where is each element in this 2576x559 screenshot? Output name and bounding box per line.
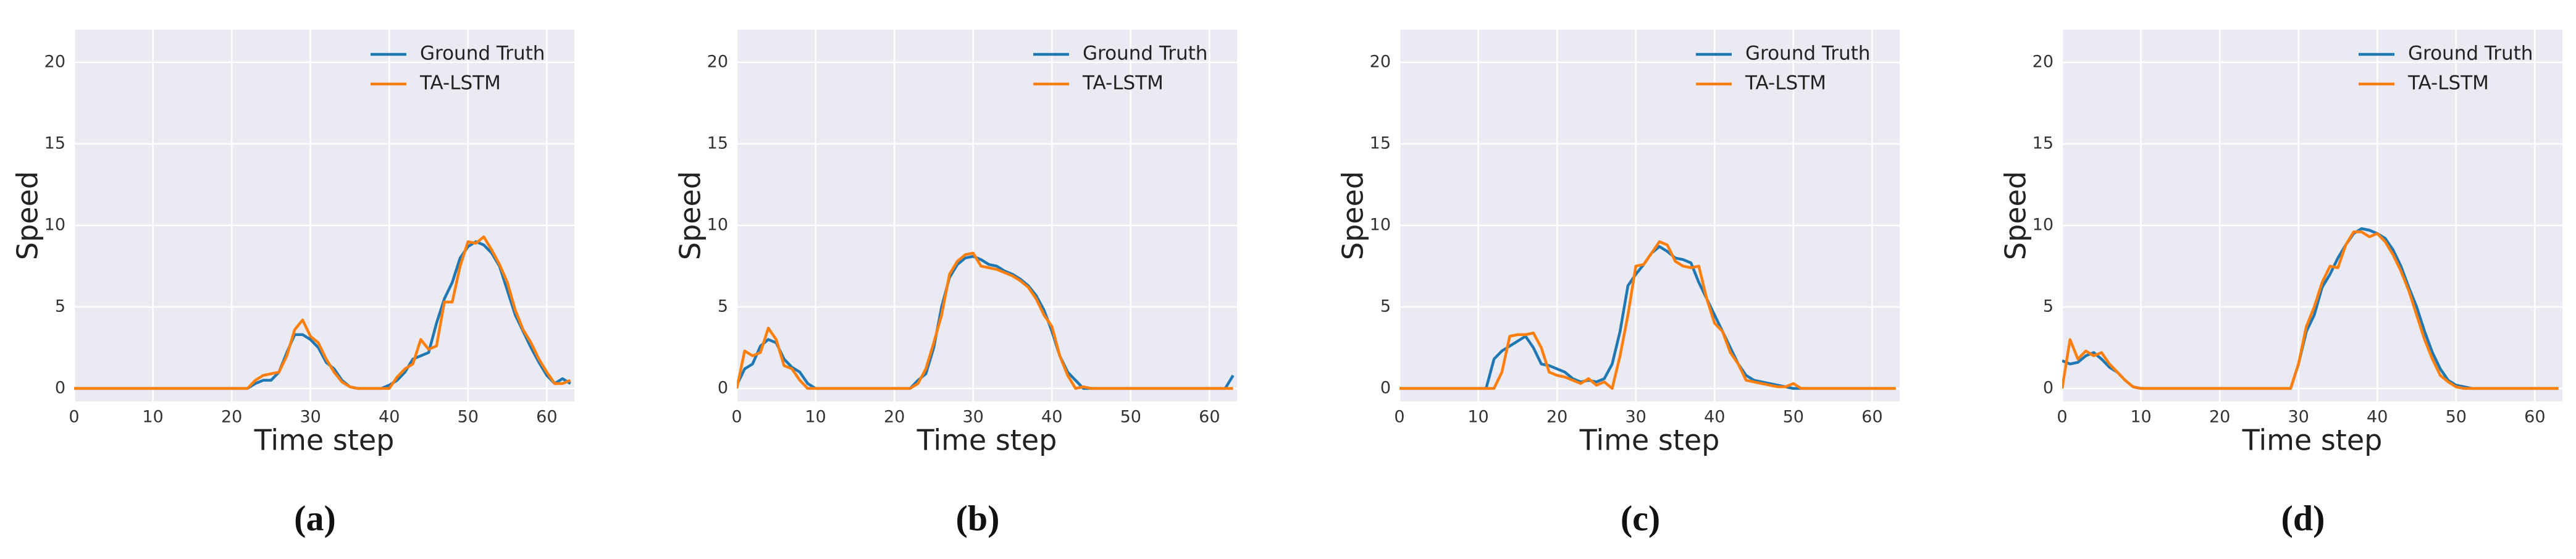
chart-panel: 0 10 20 30 40 50 60 0 5 10 15 20 Ground Truth TA-LSTM… bbox=[1336, 30, 1900, 538]
x-tick-label: 40 bbox=[1704, 408, 1725, 427]
y-axis-label: Speed bbox=[674, 171, 707, 260]
plot-area bbox=[2062, 30, 2562, 401]
x-tick-label: 20 bbox=[2209, 408, 2230, 427]
x-tick-label: 20 bbox=[884, 408, 905, 427]
legend-label: Ground Truth bbox=[1745, 43, 1870, 65]
series-line bbox=[1399, 240, 1896, 390]
x-tick-label: 10 bbox=[142, 408, 163, 427]
y-tick-label: 5 bbox=[2043, 296, 2054, 316]
x-tick-label: 60 bbox=[1861, 408, 1882, 427]
y-axis-label: Speed bbox=[1999, 171, 2033, 260]
x-tick-label: 40 bbox=[1041, 408, 1062, 427]
legend-label: TA-LSTM bbox=[2407, 72, 2489, 95]
y-tick-label: 20 bbox=[44, 52, 65, 71]
legend-label: TA-LSTM bbox=[419, 72, 501, 95]
y-tick-label: 0 bbox=[2043, 378, 2054, 397]
x-tick-label: 50 bbox=[1120, 408, 1141, 427]
plot-area bbox=[1399, 30, 1900, 401]
data-layer bbox=[1399, 240, 1896, 390]
y-tick-label: 10 bbox=[2033, 215, 2054, 234]
x-axis-label: Time step bbox=[254, 424, 395, 457]
y-axis-label: Speed bbox=[1336, 171, 1370, 260]
x-tick-label: 60 bbox=[1199, 408, 1220, 427]
x-tick-label: 30 bbox=[2288, 408, 2309, 427]
y-tick-label: 5 bbox=[55, 296, 65, 316]
caption: (c) bbox=[1621, 498, 1660, 538]
chart-panel: 0 10 20 30 40 50 60 0 5 10 15 20 Ground Truth TA-LSTM… bbox=[674, 30, 1237, 538]
legend-label: Ground Truth bbox=[1083, 43, 1207, 65]
x-tick-label: 20 bbox=[1546, 408, 1567, 427]
x-tick-label: 60 bbox=[536, 408, 557, 427]
plot-area bbox=[737, 30, 1237, 401]
x-tick-label: 0 bbox=[731, 408, 742, 427]
chart-panel: 0 10 20 30 40 50 60 0 5 10 15 20 Ground Truth TA-LSTM… bbox=[11, 30, 574, 538]
x-tick-label: 50 bbox=[1783, 408, 1804, 427]
y-tick-label: 10 bbox=[44, 215, 65, 234]
x-tick-label: 30 bbox=[1625, 408, 1646, 427]
x-tick-label: 10 bbox=[2130, 408, 2151, 427]
x-tick-label: 0 bbox=[69, 408, 79, 427]
y-tick-label: 5 bbox=[1380, 296, 1391, 316]
series-line bbox=[2062, 230, 2559, 390]
x-axis-label: Time step bbox=[1579, 424, 1720, 457]
x-tick-label: 40 bbox=[2367, 408, 2388, 427]
series-line bbox=[737, 251, 1233, 390]
y-tick-label: 15 bbox=[707, 133, 728, 153]
legend-label: Ground Truth bbox=[420, 43, 545, 65]
x-axis-label: Time step bbox=[917, 424, 1057, 457]
x-tick-label: 10 bbox=[805, 408, 826, 427]
y-tick-label: 0 bbox=[718, 378, 728, 397]
legend-label: TA-LSTM bbox=[1745, 72, 1826, 95]
x-tick-label: 0 bbox=[2057, 408, 2067, 427]
caption: (b) bbox=[956, 498, 1000, 538]
y-tick-label: 20 bbox=[707, 52, 728, 71]
y-tick-label: 20 bbox=[1370, 52, 1391, 71]
x-tick-label: 10 bbox=[1467, 408, 1488, 427]
x-tick-label: 40 bbox=[379, 408, 400, 427]
x-axis-label: Time step bbox=[2242, 424, 2383, 457]
series-line bbox=[74, 240, 571, 390]
x-tick-label: 30 bbox=[300, 408, 321, 427]
y-tick-label: 15 bbox=[1370, 133, 1391, 153]
y-tick-label: 10 bbox=[1370, 215, 1391, 234]
x-tick-label: 60 bbox=[2524, 408, 2545, 427]
y-tick-label: 10 bbox=[707, 215, 728, 234]
plot-area bbox=[74, 30, 574, 401]
series-line bbox=[74, 235, 571, 390]
x-tick-label: 30 bbox=[962, 408, 983, 427]
caption: (d) bbox=[2281, 498, 2325, 538]
legend-label: Ground Truth bbox=[2408, 43, 2533, 65]
data-layer bbox=[74, 235, 571, 390]
y-tick-label: 15 bbox=[44, 133, 65, 153]
chart-panel: 0 10 20 30 40 50 60 0 5 10 15 20 Ground Truth TA-LSTM… bbox=[1999, 30, 2562, 538]
y-tick-label: 5 bbox=[718, 296, 728, 316]
legend-label: TA-LSTM bbox=[1082, 72, 1164, 95]
x-tick-label: 20 bbox=[221, 408, 242, 427]
x-tick-label: 0 bbox=[1394, 408, 1404, 427]
series-line bbox=[2062, 227, 2559, 390]
y-tick-label: 0 bbox=[1380, 378, 1391, 397]
y-tick-label: 0 bbox=[55, 378, 65, 397]
x-tick-label: 50 bbox=[2446, 408, 2467, 427]
y-axis-label: Speed bbox=[11, 171, 44, 260]
data-layer bbox=[2062, 227, 2559, 390]
y-tick-label: 15 bbox=[2033, 133, 2054, 153]
y-tick-label: 20 bbox=[2033, 52, 2054, 71]
x-tick-label: 50 bbox=[458, 408, 479, 427]
data-layer bbox=[737, 251, 1235, 390]
caption: (a) bbox=[294, 498, 336, 538]
